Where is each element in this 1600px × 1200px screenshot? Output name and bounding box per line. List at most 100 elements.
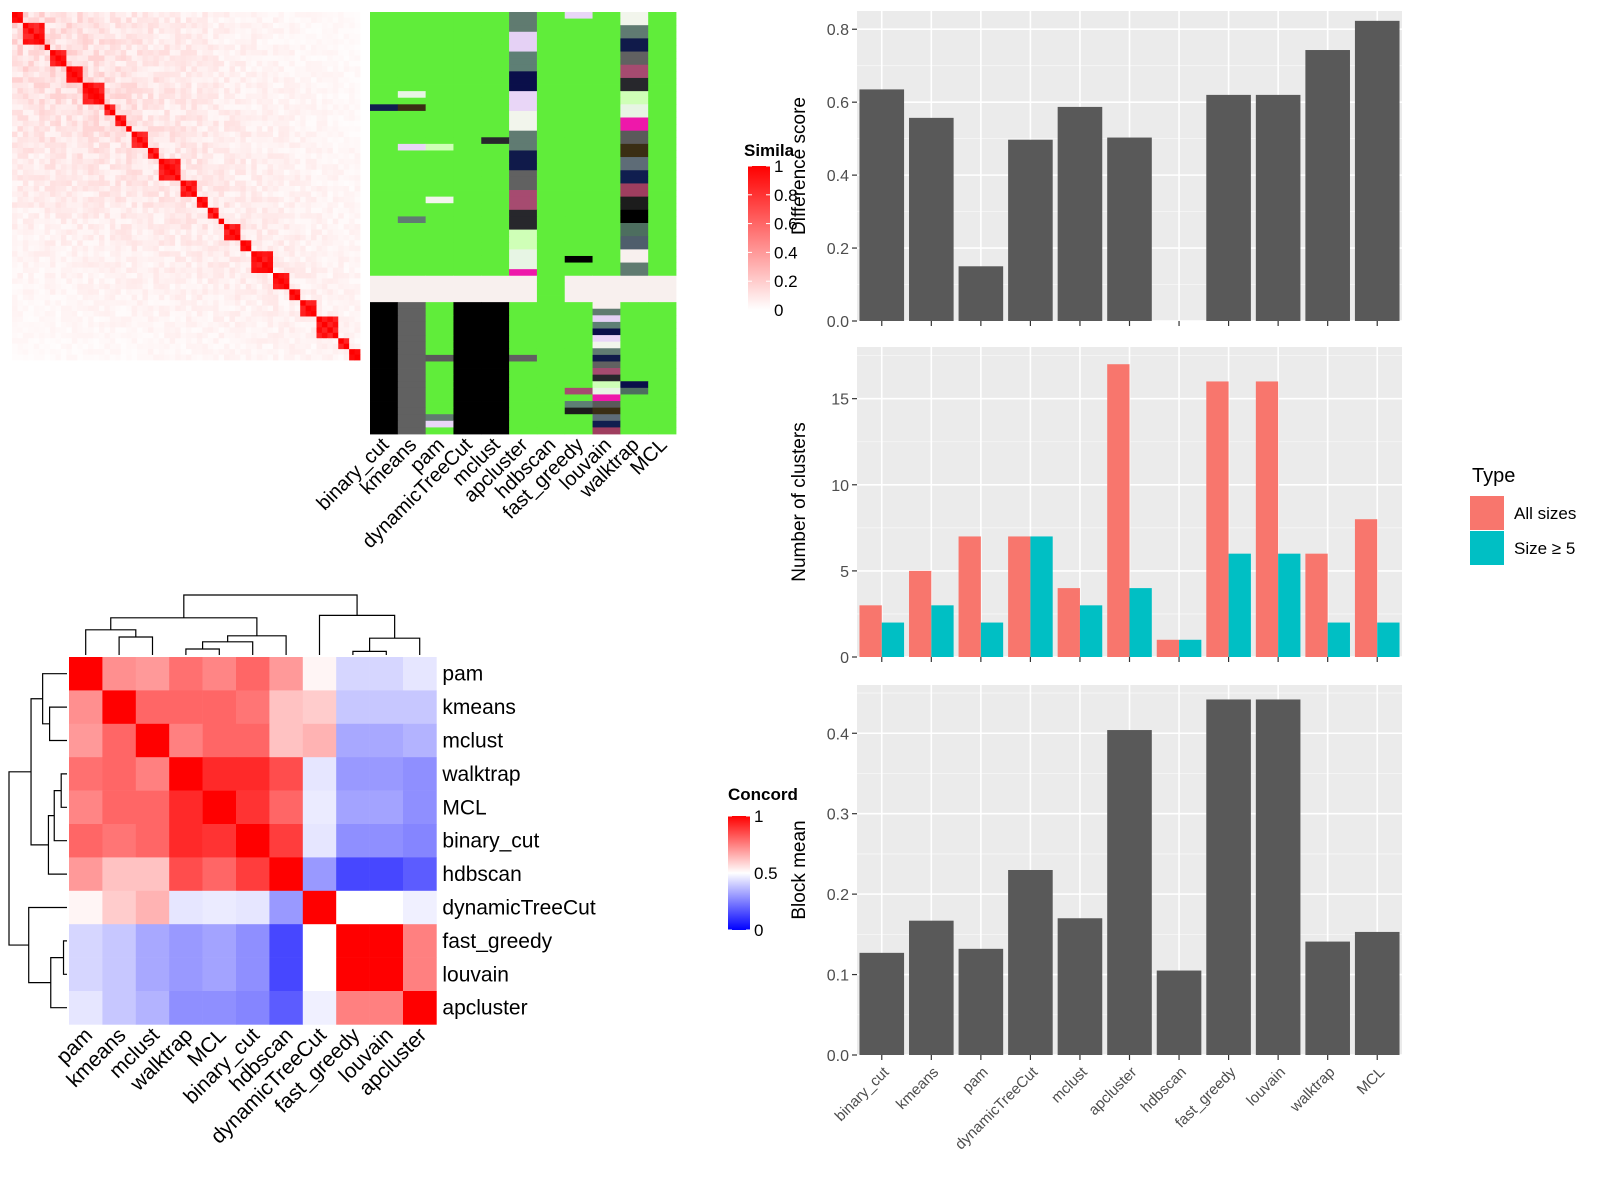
similarity-cell xyxy=(186,311,192,317)
similarity-cell xyxy=(316,240,323,247)
similarity-cell xyxy=(218,234,225,241)
similarity-cell xyxy=(311,93,317,100)
similarity-cell xyxy=(71,28,78,35)
similarity-cell xyxy=(294,289,301,296)
similarity-cell xyxy=(164,273,171,279)
similarity-cell xyxy=(186,17,192,24)
similarity-cell xyxy=(109,153,116,160)
similarity-cell xyxy=(316,332,323,339)
similarity-cell xyxy=(93,305,100,312)
similarity-cell xyxy=(88,332,94,339)
membership-cell xyxy=(370,12,399,19)
similarity-cell xyxy=(229,294,236,301)
membership-cell xyxy=(453,420,482,428)
similarity-cell xyxy=(278,153,285,160)
similarity-cell xyxy=(294,99,301,105)
similarity-cell xyxy=(175,256,181,263)
similarity-cell xyxy=(50,131,56,138)
similarity-cell xyxy=(321,191,328,198)
similarity-cell xyxy=(158,137,165,143)
similarity-cell xyxy=(147,240,154,247)
similarity-cell xyxy=(55,17,62,24)
membership-cell xyxy=(620,150,649,158)
similarity-cell xyxy=(224,245,230,252)
similarity-cell xyxy=(316,175,323,181)
similarity-cell xyxy=(131,147,138,154)
similarity-cell xyxy=(186,207,192,214)
similarity-cell xyxy=(305,338,312,345)
similarity-cell xyxy=(202,126,209,133)
similarity-cell xyxy=(305,283,312,290)
similarity-cell xyxy=(262,256,268,263)
membership-cell xyxy=(564,269,593,277)
similarity-cell xyxy=(28,278,35,285)
similarity-cell xyxy=(289,305,296,312)
similarity-cell xyxy=(22,82,29,89)
similarity-cell xyxy=(267,262,274,268)
similarity-cell xyxy=(240,316,247,323)
similarity-cell xyxy=(294,33,301,40)
similarity-cell xyxy=(207,164,214,171)
membership-cell xyxy=(564,223,593,230)
similarity-cell xyxy=(44,71,51,78)
membership-cell xyxy=(370,341,399,349)
similarity-cell xyxy=(60,88,67,94)
similarity-cell xyxy=(153,191,160,198)
similarity-cell xyxy=(354,354,361,361)
similarity-cell xyxy=(273,158,279,165)
similarity-cell xyxy=(99,229,105,236)
similarity-cell xyxy=(234,66,241,73)
similarity-cell xyxy=(115,234,122,241)
similarity-cell xyxy=(213,131,220,138)
similarity-cell xyxy=(202,196,209,203)
similarity-cell xyxy=(137,343,143,350)
similarity-cell xyxy=(289,240,296,247)
membership-cell xyxy=(592,71,621,79)
membership-cell xyxy=(453,368,482,376)
membership-cell xyxy=(509,196,538,204)
similarity-cell xyxy=(175,126,181,133)
membership-cell xyxy=(564,31,593,39)
membership-cell xyxy=(509,203,538,211)
similarity-cell xyxy=(218,137,225,143)
similarity-cell xyxy=(44,120,51,127)
similarity-cell xyxy=(153,153,160,160)
similarity-cell xyxy=(142,327,149,334)
concordance-cell xyxy=(202,790,237,825)
similarity-cell xyxy=(131,332,138,339)
similarity-cell xyxy=(186,55,192,62)
concordance-cell xyxy=(403,890,437,925)
similarity-cell xyxy=(289,218,296,225)
similarity-cell xyxy=(294,316,301,323)
similarity-cell xyxy=(186,273,192,279)
membership-cell xyxy=(425,18,454,26)
membership-cell xyxy=(564,25,593,33)
similarity-cell xyxy=(66,126,73,133)
similarity-cell xyxy=(164,77,171,84)
membership-cell xyxy=(592,223,621,230)
similarity-cell xyxy=(104,202,111,209)
similarity-cell xyxy=(229,273,236,279)
concordance-cell xyxy=(102,991,137,1025)
similarity-cell xyxy=(82,17,89,24)
membership-cell xyxy=(453,361,482,369)
membership-cell xyxy=(509,288,538,296)
similarity-cell xyxy=(267,289,274,296)
similarity-cell xyxy=(175,115,181,122)
similarity-cell xyxy=(262,169,268,176)
similarity-cell xyxy=(158,131,165,138)
similarity-cell xyxy=(33,158,40,165)
similarity-cell xyxy=(267,55,274,62)
similarity-cell xyxy=(109,300,116,307)
similarity-cell xyxy=(169,267,176,274)
similarity-cell xyxy=(153,88,160,94)
membership-cell xyxy=(481,282,510,290)
similarity-cell xyxy=(169,294,176,301)
similarity-cell xyxy=(321,82,328,89)
similarity-cell xyxy=(207,311,214,317)
membership-cell xyxy=(564,288,593,296)
similarity-cell xyxy=(305,213,312,220)
similarity-cell xyxy=(115,283,122,290)
membership-cell xyxy=(648,249,677,257)
similarity-cell xyxy=(115,120,122,127)
